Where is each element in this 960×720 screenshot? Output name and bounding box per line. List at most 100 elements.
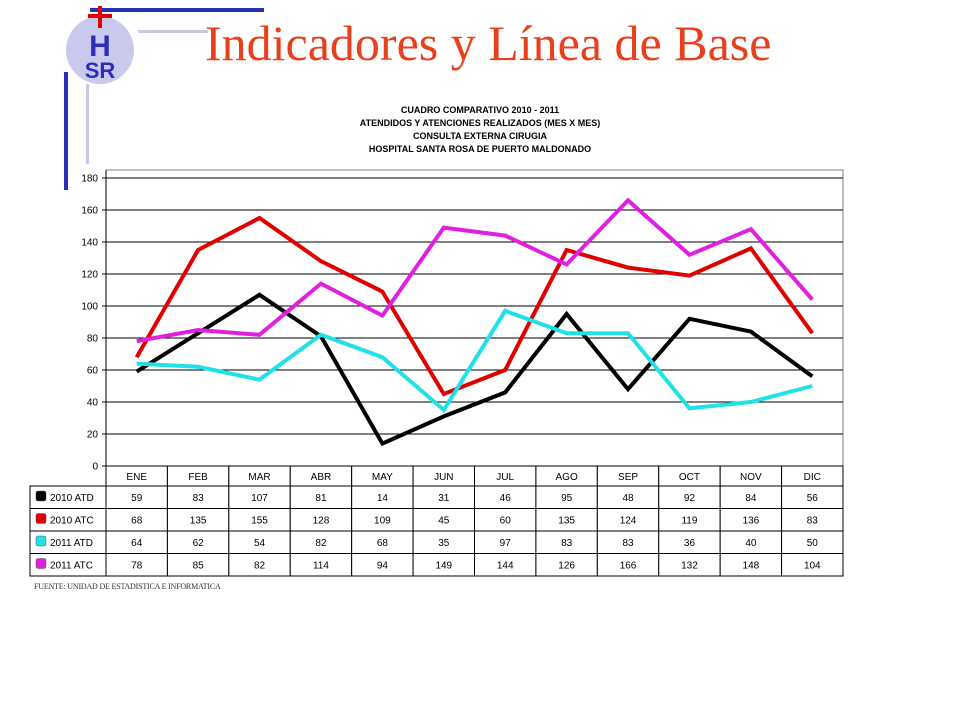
legend-swatch	[35, 558, 47, 569]
legend-swatch	[35, 490, 47, 502]
plot-area	[105, 169, 844, 467]
legend-label: 2010 ATD	[50, 493, 94, 504]
y-tick-label: 180	[81, 174, 98, 185]
data-label: 14	[377, 493, 389, 504]
data-label: 124	[620, 516, 637, 527]
logo-letters-sr: SR	[85, 58, 116, 83]
top-accent-shade	[138, 30, 208, 33]
x-tick-label: JUL	[496, 472, 514, 483]
y-tick-label: 120	[81, 270, 98, 281]
source-note: FUENTE: UNIDAD DE ESTADISTICA E INFORMAT…	[34, 582, 221, 591]
data-label: 132	[681, 561, 698, 572]
data-label: 46	[500, 493, 512, 504]
x-tick-label: ABR	[311, 472, 332, 483]
x-tick-label: JUN	[434, 472, 453, 483]
x-tick-label: ENE	[126, 472, 147, 483]
data-label: 62	[193, 538, 205, 549]
x-tick-label: AGO	[556, 472, 578, 483]
data-label: 54	[254, 538, 266, 549]
legend-label: 2011 ATD	[50, 538, 93, 549]
data-label: 85	[193, 561, 205, 572]
legend-label: 2011 ATC	[50, 561, 93, 572]
data-label: 104	[804, 561, 821, 572]
series-line	[136, 308, 813, 414]
data-label: 31	[438, 493, 450, 504]
logo-letter-h: H	[89, 30, 111, 63]
data-label: 148	[743, 561, 760, 572]
legend-label: 2010 ATC	[50, 516, 94, 527]
series-line	[135, 292, 814, 447]
slide-title: Indicadores y Línea de Base	[205, 15, 772, 71]
y-tick-label: 60	[87, 366, 99, 377]
chart-title-line: CUADRO COMPARATIVO 2010 - 2011	[400, 105, 560, 115]
chart-title-line: HOSPITAL SANTA ROSA DE PUERTO MALDONADO	[368, 144, 592, 154]
left-accent-shade	[86, 84, 89, 164]
y-tick-label: 20	[87, 430, 99, 441]
data-label: 126	[558, 561, 575, 572]
data-label: 144	[497, 561, 514, 572]
top-accent-bar	[90, 8, 264, 12]
data-label: 135	[558, 516, 575, 527]
hospital-logo: H SR	[62, 4, 142, 88]
y-tick-label: 40	[87, 398, 99, 409]
data-label: 97	[500, 538, 512, 549]
data-label: 68	[131, 516, 143, 527]
y-tick-label: 80	[87, 334, 99, 345]
data-label: 59	[131, 493, 143, 504]
data-label: 82	[315, 538, 327, 549]
data-label: 155	[251, 516, 268, 527]
legend-swatch	[35, 535, 47, 547]
data-label: 92	[684, 493, 696, 504]
data-label: 48	[622, 493, 634, 504]
data-label: 109	[374, 516, 391, 527]
x-tick-label: NOV	[740, 472, 762, 483]
y-tick-label: 0	[92, 462, 98, 473]
chart-title-line: CONSULTA EXTERNA CIRUGIA	[413, 131, 547, 141]
chart-title: CUADRO COMPARATIVO 2010 - 2011 ATENDIDOS…	[300, 104, 660, 156]
data-label: 64	[131, 538, 143, 549]
data-label: 114	[313, 561, 329, 572]
data-label: 36	[684, 538, 696, 549]
x-tick-label: SEP	[618, 472, 638, 483]
left-accent-bar	[64, 72, 68, 190]
chart-title-line: ATENDIDOS Y ATENCIONES REALIZADOS (MES X…	[359, 118, 601, 128]
y-tick-label: 160	[81, 206, 98, 217]
data-label: 128	[313, 516, 330, 527]
data-label: 94	[377, 561, 389, 572]
data-label: 83	[807, 516, 819, 527]
x-tick-label: DIC	[804, 472, 821, 483]
data-label: 82	[254, 561, 266, 572]
data-label: 35	[438, 538, 450, 549]
data-label: 119	[681, 516, 697, 527]
data-label: 45	[438, 516, 450, 527]
data-label: 84	[745, 493, 757, 504]
data-label: 107	[251, 493, 268, 504]
data-label: 83	[622, 538, 634, 549]
legend-swatch	[35, 513, 47, 524]
data-label: 149	[435, 561, 452, 572]
data-label: 50	[807, 538, 819, 549]
data-label: 68	[377, 538, 389, 549]
y-tick-label: 140	[81, 238, 98, 249]
data-label: 166	[620, 561, 637, 572]
data-label: 56	[807, 493, 819, 504]
x-tick-label: OCT	[679, 472, 700, 483]
data-label: 78	[131, 561, 143, 572]
y-tick-label: 100	[81, 302, 98, 313]
data-label: 83	[193, 493, 205, 504]
x-tick-label: MAY	[372, 472, 393, 483]
data-label: 136	[743, 516, 760, 527]
x-tick-label: FEB	[188, 472, 208, 483]
x-tick-label: MAR	[248, 472, 270, 483]
data-label: 40	[745, 538, 757, 549]
data-label: 95	[561, 493, 573, 504]
series-line	[136, 197, 814, 344]
data-label: 81	[315, 493, 327, 504]
data-label: 135	[190, 516, 207, 527]
series-line	[134, 215, 814, 397]
data-label: 60	[500, 516, 512, 527]
data-table-border	[29, 485, 844, 577]
data-label: 83	[561, 538, 573, 549]
